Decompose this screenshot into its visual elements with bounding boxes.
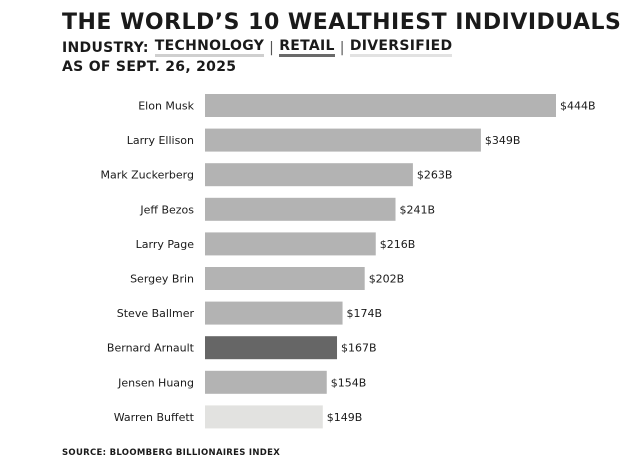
value-label: $202B xyxy=(369,273,405,286)
legend-separator: | xyxy=(339,40,345,56)
category-label: Warren Buffett xyxy=(114,411,195,424)
category-label: Jeff Bezos xyxy=(139,203,194,216)
category-label: Mark Zuckerberg xyxy=(100,169,194,182)
bar xyxy=(205,370,327,394)
legend-separator: | xyxy=(269,40,275,56)
category-label: Jensen Huang xyxy=(117,376,194,389)
bar xyxy=(205,197,396,221)
source-note: SOURCE: BLOOMBERG BILLIONAIRES INDEX xyxy=(62,448,281,458)
value-label: $349B xyxy=(485,134,521,147)
bar xyxy=(205,336,338,360)
chart-title: THE WORLD’S 10 WEALTHIEST INDIVIDUALS xyxy=(62,10,622,35)
value-label: $263B xyxy=(417,169,453,182)
value-label: $149B xyxy=(327,411,363,424)
value-label: $174B xyxy=(347,307,383,320)
bar xyxy=(205,128,481,152)
bar xyxy=(205,405,323,429)
bar xyxy=(205,94,556,117)
legend-technology: TECHNOLOGY xyxy=(154,39,265,57)
value-label: $154B xyxy=(331,376,367,389)
category-label: Larry Ellison xyxy=(127,134,194,147)
value-label: $241B xyxy=(400,203,436,216)
category-label: Steve Ballmer xyxy=(117,307,195,320)
category-label: Elon Musk xyxy=(138,100,194,113)
bar xyxy=(205,232,376,256)
category-label: Bernard Arnault xyxy=(107,342,195,355)
as-of-date: AS OF SEPT. 26, 2025 xyxy=(62,59,237,75)
industry-legend: INDUSTRY: TECHNOLOGY | RETAIL | DIVERSIF… xyxy=(62,39,453,57)
value-label: $444B xyxy=(560,100,596,113)
value-label: $167B xyxy=(341,342,377,355)
legend-diversified: DIVERSIFIED xyxy=(349,39,453,57)
category-label: Sergey Brin xyxy=(130,273,194,286)
industry-legend-prefix: INDUSTRY: xyxy=(62,40,149,56)
category-label: Larry Page xyxy=(136,238,195,251)
value-label: $216B xyxy=(380,238,416,251)
bar xyxy=(205,267,365,290)
bar xyxy=(205,163,413,187)
legend-retail: RETAIL xyxy=(279,39,335,57)
bar xyxy=(205,301,343,325)
